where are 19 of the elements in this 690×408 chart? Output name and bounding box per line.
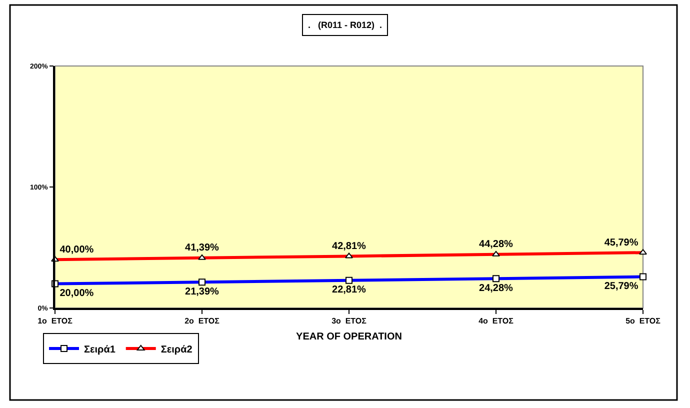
data-label: 41,39%: [185, 242, 220, 254]
chart-title: . (R011 - R012) .: [308, 20, 382, 30]
data-label: 40,00%: [60, 244, 94, 256]
x-tick-label: 5ο ΕΤΟΣ: [626, 316, 661, 326]
data-label: 45,79%: [604, 237, 638, 248]
legend-label: Σειρά1: [84, 344, 116, 356]
data-label: 25,79%: [604, 281, 638, 292]
x-tick-label: 3ο ΕΤΟΣ: [332, 316, 367, 326]
data-label: 42,81%: [332, 240, 366, 252]
data-label: 44,28%: [479, 239, 514, 250]
data-label: 22,81%: [332, 284, 366, 296]
x-axis-title: YEAR OF OPERATION: [296, 331, 402, 342]
legend-label: Σειρά2: [160, 344, 193, 356]
x-tick-label: 4ο ΕΤΟΣ: [478, 316, 514, 326]
x-tick-label: 2ο ΕΤΟΣ: [184, 316, 220, 326]
data-label: 21,39%: [185, 286, 220, 298]
x-tick-label: 1ο ΕΤΟΣ: [38, 316, 73, 326]
data-label: 24,28%: [479, 282, 514, 294]
data-label: 20,00%: [60, 288, 94, 300]
